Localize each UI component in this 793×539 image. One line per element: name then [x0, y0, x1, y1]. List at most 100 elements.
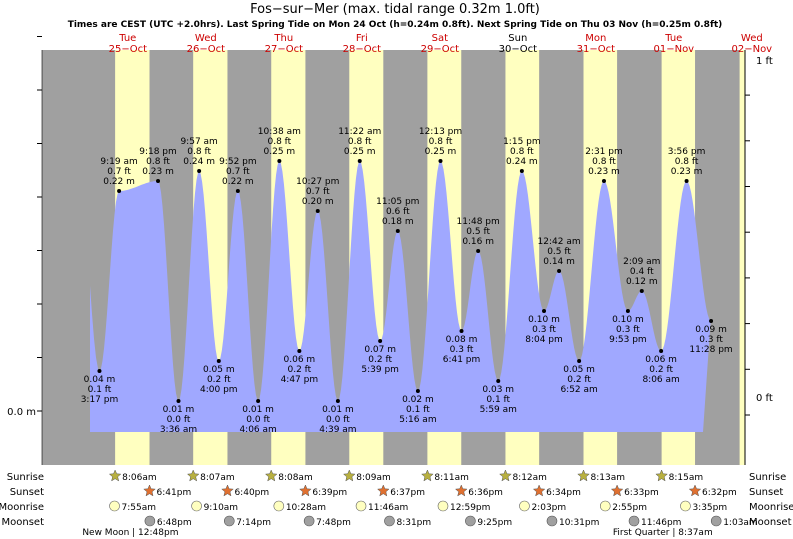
y-label-right-top: 1 ft — [756, 56, 773, 67]
sunset-icon — [376, 484, 390, 497]
tide-time: 5:59 am — [480, 405, 517, 415]
tide-height-ft: 0.7 ft — [226, 167, 250, 177]
chart-subtitle: Times are CEST (UTC +2.0hrs). Last Sprin… — [68, 20, 723, 30]
moonset-entry: 7:48pm — [303, 515, 351, 528]
tide-time: 11:22 am — [338, 127, 381, 137]
moonset-time: 11:46pm — [641, 518, 681, 528]
row-label-left: Moonset — [2, 517, 45, 528]
moonset-icon — [384, 515, 395, 527]
tide-point — [335, 399, 340, 403]
astro-table: Sunrise Sunrise Sunset Sunset Moonrise Moonri… — [0, 469, 793, 538]
sunset-entry: 6:36pm — [454, 484, 503, 498]
low-tide-label: 0.02 m0.1 ft5:16 am — [399, 389, 437, 425]
tide-height-ft: 0.8 ft — [675, 157, 699, 167]
tide-time: 4:00 pm — [200, 385, 238, 395]
moonrise-icon — [519, 500, 530, 512]
sunrise-icon — [421, 469, 434, 482]
sunset-time: 6:40pm — [234, 488, 269, 498]
sunset-entry: 6:39pm — [299, 484, 347, 498]
tide-height-m: 0.25 m — [425, 147, 457, 157]
tide-time: 9:18 pm — [139, 147, 177, 157]
moonset-entry: 10:31pm — [546, 515, 599, 528]
low-tide-label: 0.01 m0.0 ft4:06 am — [239, 399, 277, 435]
tide-height-m: 0.01 m — [322, 405, 354, 415]
day-date: 02−Nov — [731, 44, 772, 55]
sunrise-entry: 8:06am — [108, 469, 157, 483]
moonset-icon — [546, 515, 558, 527]
moonrise-entry: 2:55pm — [599, 500, 647, 513]
row-label-right: Moonset — [749, 517, 792, 528]
tide-height-m: 0.04 m — [84, 375, 116, 385]
chart-title: Fos−sur−Mer (max. tidal range 0.32m 1.0f… — [250, 2, 540, 17]
tide-point — [577, 359, 582, 363]
tide-height-ft: 0.1 ft — [486, 395, 510, 405]
tide-time: 3:56 pm — [668, 147, 706, 157]
tide-height-m: 0.22 m — [222, 177, 254, 187]
tide-point — [557, 269, 562, 273]
tide-time: 11:05 pm — [376, 197, 419, 207]
moonset-entry: 11:46pm — [628, 515, 681, 528]
moonrise-entry: 10:28am — [273, 500, 326, 513]
tide-time: 3:36 am — [160, 425, 197, 435]
day-date: 29−Oct — [421, 44, 459, 55]
moonrise-time: 10:28am — [286, 503, 326, 513]
tide-height-m: 0.01 m — [163, 405, 195, 415]
tide-point — [156, 179, 161, 183]
tide-height-ft: 0.2 ft — [649, 365, 673, 375]
tide-height-ft: 0.8 ft — [348, 137, 372, 147]
tide-time: 2:09 am — [623, 257, 660, 267]
moonrise-time: 7:55am — [122, 503, 156, 513]
low-tide-label: 0.08 m0.3 ft6:41 pm — [443, 329, 480, 365]
sunrise-time: 8:15am — [669, 473, 704, 483]
tide-height-m: 0.12 m — [626, 277, 658, 287]
sunset-icon — [610, 484, 624, 497]
tide-height-m: 0.23 m — [142, 167, 174, 177]
tide-point — [235, 189, 240, 193]
tide-height-ft: 0.2 ft — [567, 375, 591, 385]
sunrise-icon — [342, 469, 356, 482]
moonset-time: 10:31pm — [559, 518, 599, 528]
moonset-time: 6:48pm — [157, 518, 192, 528]
tide-height-m: 0.06 m — [645, 355, 677, 365]
tide-time: 2:31 pm — [585, 147, 623, 157]
moon-phase-label: First Quarter | 8:37am — [613, 528, 713, 538]
moonrise-entry: 11:46am — [355, 500, 408, 513]
sunrise-icon — [186, 469, 200, 482]
sunrise-icon — [577, 469, 590, 482]
moonrise-entry: 12:59pm — [437, 500, 490, 513]
tide-height-m: 0.24 m — [183, 157, 215, 167]
moonset-icon — [628, 515, 640, 527]
day-weekday: Tue — [664, 33, 682, 44]
day-weekday: Thu — [273, 33, 293, 44]
tide-point — [438, 159, 443, 163]
tide-point — [117, 189, 122, 193]
tide-height-m: 0.16 m — [462, 237, 494, 247]
day-weekday: Sun — [508, 33, 527, 44]
high-tide-label: 0.12 m0.4 ft2:09 am — [623, 257, 660, 293]
tide-height-ft: 0.5 ft — [547, 247, 571, 257]
tide-height-ft: 0.4 ft — [630, 267, 654, 277]
sunset-time: 6:33pm — [624, 488, 659, 498]
moonrise-icon — [109, 500, 120, 512]
water-area — [90, 161, 711, 432]
moonrise-time: 9:10am — [204, 503, 239, 513]
tide-height-m: 0.10 m — [528, 315, 560, 325]
day-weekday: Mon — [585, 33, 606, 44]
tide-time: 4:39 am — [319, 425, 356, 435]
moonrise-icon — [273, 500, 285, 512]
moonset-icon — [303, 515, 315, 527]
moonrise-time: 12:59pm — [450, 503, 490, 513]
tide-point — [601, 179, 606, 183]
sunset-entry: 6:34pm — [532, 484, 581, 498]
moonrise-icon — [599, 500, 611, 512]
axes: Fos−sur−Mer (max. tidal range 0.32m 1.0f… — [7, 2, 773, 465]
tide-height-ft: 0.5 ft — [466, 227, 490, 237]
